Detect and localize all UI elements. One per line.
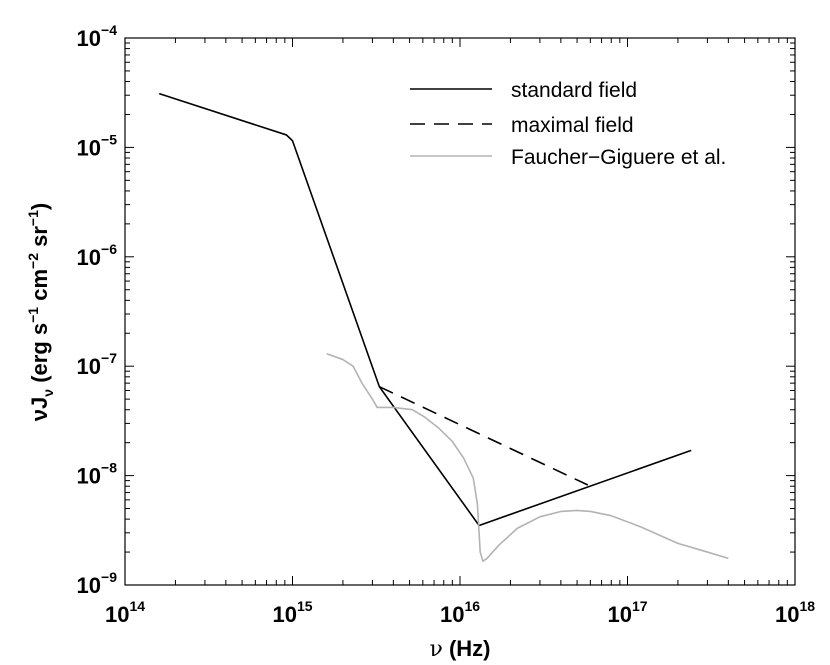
y-tick-label: 10−7 — [77, 350, 118, 379]
y-axis-units-close: ) — [27, 203, 52, 210]
series-standard-field — [158, 92, 692, 527]
axis-ticks — [124, 37, 796, 586]
y-tick-label: 10−6 — [77, 241, 118, 270]
tick-labels: 1014 1015 1016 1017 1018 10−9 10−8 10−7 10−6 10−5… — [77, 22, 816, 627]
legend-label-maximal-field: maximal field — [511, 114, 634, 137]
y-tick-label: 10−9 — [77, 569, 118, 598]
y-axis-units: (erg s — [27, 323, 52, 383]
x-axis-symbol: ν — [429, 637, 442, 662]
y-axis-exp-s: −1 — [25, 307, 41, 323]
series-maximal-field — [379, 385, 589, 486]
y-axis-symbol: νJ — [27, 397, 52, 421]
series-layer — [158, 92, 729, 563]
x-tick-label: 1017 — [607, 598, 647, 627]
y-axis-subscript: ν — [40, 389, 56, 397]
y-tick-label: 10−4 — [77, 22, 118, 51]
y-axis-units-sr: sr — [27, 226, 52, 253]
plot-area — [124, 37, 796, 586]
x-tick-label: 1016 — [440, 598, 480, 627]
x-axis-title: ν (Hz) — [429, 636, 490, 662]
y-axis-units-cm: cm — [27, 269, 52, 307]
legend-label-standard-field: standard field — [511, 79, 637, 102]
y-axis-title: νJν (erg s−1 cm−2 sr−1) — [25, 203, 56, 421]
legend: standard field maximal field Faucher−Gig… — [410, 79, 726, 169]
legend-label-faucher-giguere: Faucher−Giguere et al. — [511, 146, 726, 169]
y-tick-label: 10−8 — [77, 460, 118, 489]
y-axis-exp-sr: −1 — [25, 210, 41, 226]
x-tick-label: 1018 — [775, 598, 815, 627]
y-tick-label: 10−5 — [77, 131, 118, 160]
series-faucher-giguere — [326, 352, 729, 563]
x-tick-label: 1015 — [272, 598, 312, 627]
x-axis-unit: (Hz) — [449, 636, 491, 661]
y-axis-exp-cm: −2 — [25, 253, 41, 269]
x-tick-label: 1014 — [105, 598, 145, 627]
